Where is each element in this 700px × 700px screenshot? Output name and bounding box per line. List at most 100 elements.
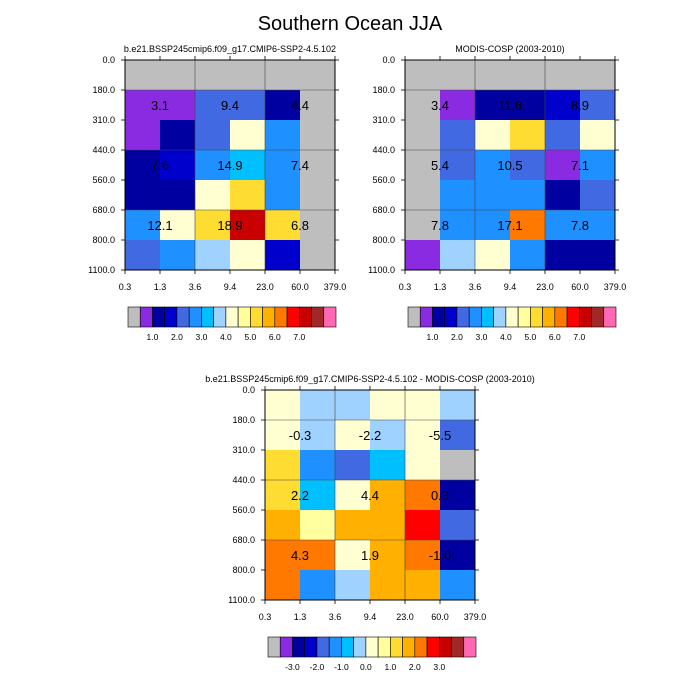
data-label: 14.9	[217, 158, 242, 173]
heatmap-cell	[160, 90, 195, 120]
heatmap-cell	[545, 60, 580, 90]
panel-title: b.e21.BSSP245cmip6.f09_g17.CMIP6-SSP2-4.…	[124, 44, 336, 54]
y-tick-label: 680.0	[232, 535, 255, 545]
x-tick-label: 379.0	[464, 612, 487, 622]
heatmap-cell	[265, 210, 300, 240]
y-tick-label: 800.0	[92, 235, 115, 245]
data-label: 7.6	[151, 158, 169, 173]
colorbar-swatch	[292, 636, 306, 658]
colorbar-label: -1.0	[334, 662, 349, 672]
heatmap-cell	[265, 540, 300, 570]
colorbar-swatch	[432, 306, 446, 328]
heatmap-cell	[265, 60, 300, 90]
data-label: 5.4	[431, 158, 449, 173]
colorbar-swatch	[554, 306, 568, 328]
heatmap-cell	[405, 390, 440, 420]
heatmap-cell	[300, 90, 335, 120]
heatmap-cell	[370, 570, 405, 600]
heatmap-cell	[125, 60, 160, 90]
colorbar-swatch	[377, 636, 391, 658]
colorbar-swatch	[530, 306, 543, 328]
colorbar-swatch	[152, 306, 166, 328]
data-label: 8.9	[571, 98, 589, 113]
heatmap-cell	[195, 60, 230, 90]
heatmap-cell	[160, 60, 195, 90]
colorbar-swatch	[304, 636, 318, 658]
heatmap-cell	[160, 240, 195, 270]
heatmap-cell	[265, 420, 300, 450]
heatmap-cell	[300, 450, 335, 480]
x-tick-label: 3.6	[189, 282, 202, 292]
heatmap-cell	[335, 510, 370, 540]
heatmap-cell	[125, 150, 160, 180]
colorbar-swatch	[139, 306, 153, 328]
x-tick-label: 1.3	[294, 612, 307, 622]
y-tick-label: 440.0	[372, 145, 395, 155]
colorbar-swatch	[262, 306, 276, 328]
colorbar-swatch	[279, 636, 293, 658]
heatmap-cell	[300, 240, 335, 270]
colorbar-label: 0.0	[360, 662, 372, 672]
colorbar-label: 1.0	[427, 332, 439, 342]
heatmap-cell	[335, 570, 370, 600]
colorbar-swatch	[456, 306, 470, 328]
heatmap-cell	[405, 150, 440, 180]
heatmap-cell	[580, 240, 615, 270]
colorbar-swatch	[542, 306, 556, 328]
heatmap-cell	[405, 420, 440, 450]
colorbar-label: 3.0	[433, 662, 445, 672]
heatmap-cell	[125, 180, 160, 210]
heatmap-cell	[440, 90, 475, 120]
y-tick-label: 0.0	[102, 55, 115, 65]
heatmap-cell	[300, 60, 335, 90]
colorbar-swatch	[414, 636, 428, 658]
heatmap-cell	[580, 180, 615, 210]
heatmap-cell	[230, 90, 265, 120]
y-tick-label: 180.0	[232, 415, 255, 425]
data-label: -0.3	[289, 428, 311, 443]
heatmap-cell	[510, 120, 545, 150]
heatmap-cell	[405, 570, 440, 600]
heatmap-cell	[510, 210, 545, 240]
y-tick-label: 680.0	[92, 205, 115, 215]
heatmap-cell	[335, 450, 370, 480]
colorbar-label: 7.0	[573, 332, 585, 342]
heatmap-cell	[265, 390, 300, 420]
y-tick-label: 1100.0	[368, 265, 395, 275]
colorbar-swatch	[250, 306, 263, 328]
x-tick-label: 9.4	[364, 612, 377, 622]
colorbar-label: 3.0	[475, 332, 487, 342]
heatmap-cell	[545, 120, 580, 150]
colorbar-swatch	[164, 306, 178, 328]
heatmap-cell	[125, 90, 160, 120]
y-tick-label: 1100.0	[88, 265, 115, 275]
heatmap-cell	[580, 60, 615, 90]
heatmap-cell	[195, 90, 230, 120]
heatmap-cell	[440, 150, 475, 180]
colorbar-swatch	[225, 306, 239, 328]
panel-title: MODIS-COSP (2003-2010)	[455, 44, 564, 54]
data-label: -2.2	[359, 428, 381, 443]
data-label: 4.3	[291, 548, 309, 563]
heatmap-cell	[440, 570, 475, 600]
x-tick-label: 23.0	[396, 612, 414, 622]
data-label: 3.1	[151, 98, 169, 113]
heatmap-cell	[370, 510, 405, 540]
colorbar-swatch	[468, 306, 482, 328]
data-label: -1.0	[429, 548, 451, 563]
heatmap-cell	[160, 180, 195, 210]
colorbar-swatch	[353, 636, 367, 658]
data-label: 1.9	[361, 548, 379, 563]
data-label: 0.3	[431, 488, 449, 503]
heatmap-cell	[230, 120, 265, 150]
heatmap-cell	[300, 510, 335, 540]
x-tick-label: 0.3	[119, 282, 132, 292]
heatmap-cell	[300, 120, 335, 150]
panel-title: b.e21.BSSP245cmip6.f09_g17.CMIP6-SSP2-4.…	[205, 374, 535, 384]
colorbar-swatch	[201, 306, 214, 328]
colorbar-swatch	[407, 306, 421, 328]
heatmap-cell	[195, 120, 230, 150]
colorbar-label: 4.0	[500, 332, 512, 342]
heatmap-cell	[160, 120, 195, 150]
heatmap-cell	[370, 540, 405, 570]
